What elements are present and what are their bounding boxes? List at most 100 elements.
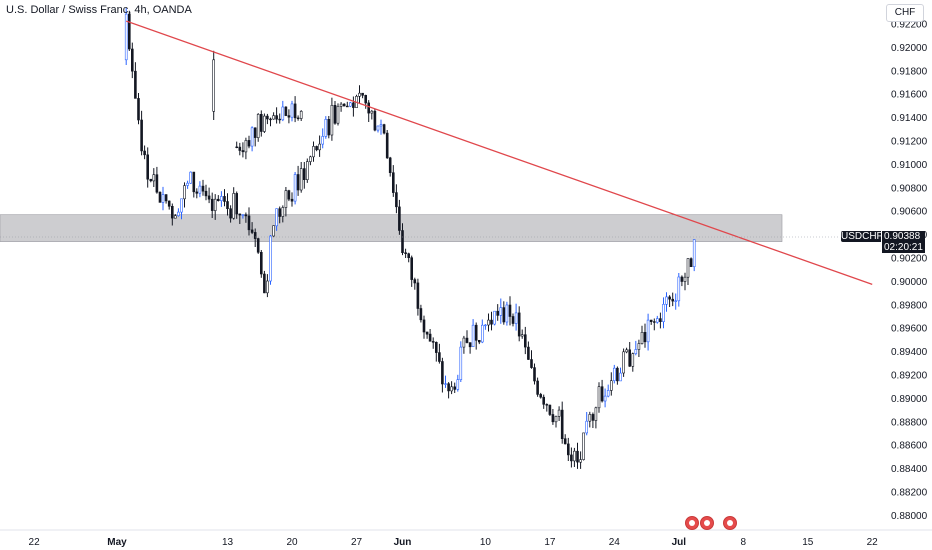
y-axis-tick-label: 0.88200 — [891, 488, 928, 499]
candle-body — [471, 324, 475, 348]
candle-body — [293, 103, 297, 119]
candle-body — [652, 321, 656, 323]
candle-body — [164, 194, 168, 202]
candle-body — [545, 404, 549, 406]
candle-body — [272, 225, 275, 237]
economic-event-us-flag-icon[interactable] — [685, 516, 699, 530]
candle-body — [124, 13, 128, 61]
candle-body — [247, 140, 251, 147]
candle-body — [149, 178, 153, 182]
candle-body — [576, 450, 579, 463]
candle-body — [364, 95, 368, 104]
candle-body — [671, 298, 675, 302]
economic-event-us-flag-icon[interactable] — [723, 516, 737, 530]
candle-body — [496, 310, 500, 316]
candle-body — [278, 208, 282, 217]
y-axis-tick-label: 0.90200 — [891, 254, 928, 265]
candle-body — [146, 154, 149, 180]
candle-body — [217, 198, 220, 201]
candle-body — [395, 192, 398, 208]
candle-body — [474, 324, 478, 341]
candle-body — [235, 146, 238, 148]
candle-body — [391, 172, 395, 193]
x-axis-tick-label: 10 — [480, 537, 492, 548]
x-axis-tick-label: 17 — [544, 537, 556, 548]
candle-body — [616, 367, 619, 382]
candle-body — [493, 310, 496, 325]
candle-body — [401, 230, 404, 254]
candle-body — [410, 257, 414, 280]
candle-body — [312, 146, 315, 158]
candle-body — [244, 140, 248, 153]
candle-body — [542, 396, 546, 405]
candle-body — [263, 115, 266, 132]
candle-body — [459, 346, 463, 381]
candle-body — [655, 318, 659, 323]
candle-body — [256, 238, 260, 253]
candle-body — [579, 459, 582, 463]
candle-body — [296, 117, 300, 120]
candle-body — [275, 208, 278, 227]
candle-body — [511, 316, 515, 324]
candle-body — [128, 13, 131, 50]
candle-body — [438, 352, 441, 362]
candle-body — [484, 324, 487, 327]
candle-body — [361, 92, 364, 96]
candle-body — [677, 276, 681, 302]
y-axis-tick-label: 0.91200 — [891, 137, 928, 148]
candle-body — [530, 359, 533, 368]
candle-body — [204, 190, 208, 197]
candle-body — [422, 319, 426, 333]
candle-body — [609, 380, 613, 391]
candle-body — [305, 161, 309, 181]
candle-body — [450, 386, 453, 392]
y-axis-tick-label: 0.90000 — [891, 277, 928, 288]
candle-body — [637, 343, 641, 350]
candle-body — [213, 198, 217, 211]
candle-body — [582, 432, 585, 460]
candle-body — [548, 404, 552, 415]
candle-body — [287, 190, 291, 200]
candle-body — [600, 386, 604, 402]
candle-body — [566, 443, 570, 456]
candle-body — [649, 319, 653, 323]
resistance-zone[interactable] — [0, 214, 783, 242]
candle-body — [646, 319, 650, 343]
candle-body — [517, 312, 521, 337]
candle-body — [278, 118, 282, 121]
candle-body — [212, 59, 215, 112]
candle-body — [330, 105, 334, 136]
candle-body — [250, 127, 254, 147]
candle-body — [284, 106, 288, 116]
candle-body — [554, 415, 558, 423]
candle-body — [290, 103, 294, 118]
candle-body — [527, 346, 530, 360]
candle-body — [425, 331, 429, 335]
candle-body — [385, 132, 389, 159]
x-axis-tick-label: Jul — [672, 537, 687, 548]
candle-body — [339, 103, 343, 107]
candle-body — [480, 324, 484, 343]
currency-label[interactable]: CHF — [886, 4, 924, 22]
candle-body — [487, 319, 490, 326]
y-axis-tick-label: 0.92200 — [891, 20, 928, 31]
candle-body — [324, 119, 328, 137]
last-price-label: USDCHF 0.90388 02:20:21 — [841, 231, 929, 253]
economic-event-us-flag-icon[interactable] — [700, 516, 714, 530]
candle-body — [232, 193, 235, 219]
candle-body — [398, 206, 401, 231]
candle-body — [342, 103, 346, 107]
candle-body — [441, 361, 444, 385]
candle-body — [689, 258, 693, 268]
candle-body — [625, 349, 628, 353]
candle-body — [594, 407, 598, 421]
candle-body — [557, 409, 561, 417]
candle-body — [299, 111, 303, 119]
x-axis-tick-label: 8 — [741, 537, 747, 548]
x-axis-tick-label: May — [107, 537, 127, 548]
candle-body — [683, 276, 687, 282]
descending-trendline[interactable] — [125, 20, 873, 285]
candle-body — [370, 110, 374, 114]
candle-body — [315, 146, 318, 151]
